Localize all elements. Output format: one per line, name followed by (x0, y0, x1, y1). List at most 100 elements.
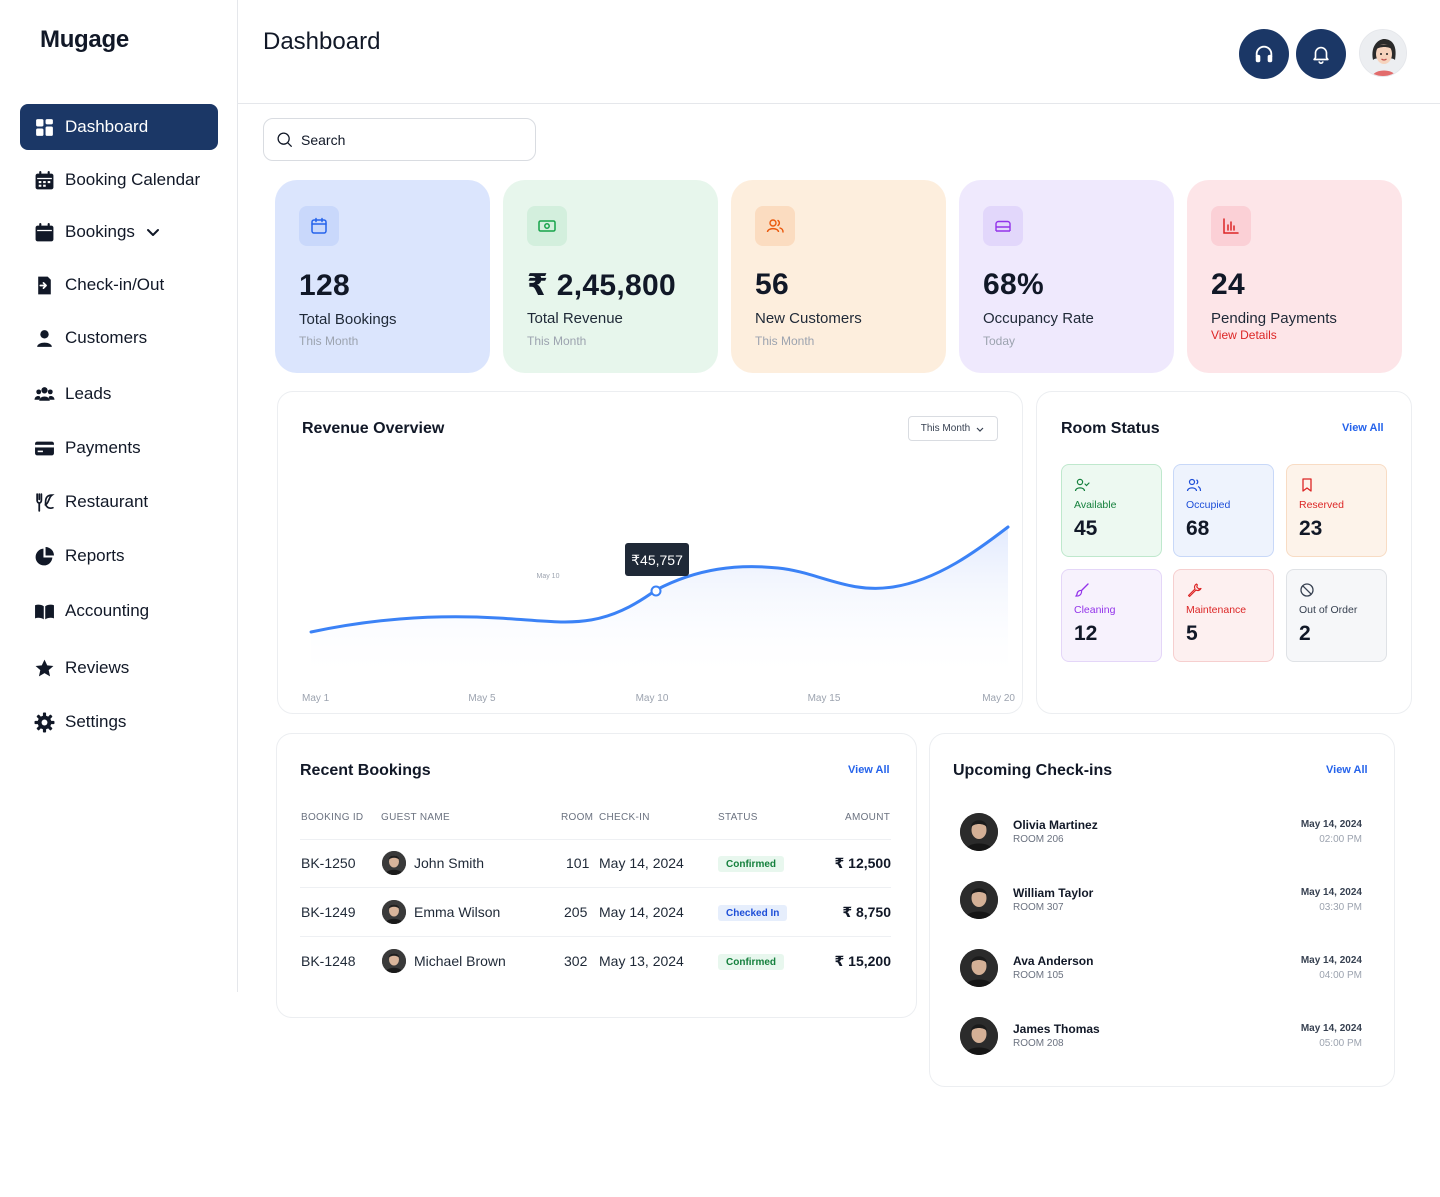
check-in-date: May 14, 2024 (1300, 887, 1362, 898)
stat-label: New Customers (755, 310, 862, 327)
stat-card-new-customers[interactable]: 56 New Customers This Month (731, 180, 946, 373)
sidebar-item-payments[interactable]: Payments (20, 425, 218, 471)
sidebar-item-bookings[interactable]: Bookings (20, 209, 218, 255)
room-tile-label: Reserved (1299, 499, 1344, 511)
chevron-down-icon[interactable] (145, 224, 161, 240)
stat-icon-wrap (983, 206, 1023, 246)
guest-avatar (382, 900, 406, 924)
sidebar-item-label: Reviews (65, 658, 130, 677)
room-tile-maintenance[interactable]: Maintenance 5 (1173, 569, 1274, 662)
sidebar-item-reviews[interactable]: Reviews (20, 645, 218, 691)
user-avatar[interactable] (1359, 29, 1407, 77)
guest-avatar (960, 813, 998, 851)
sidebar-item-check-in-out[interactable]: Check-in/Out (20, 262, 218, 308)
booking-id: BK-1249 (301, 904, 356, 920)
sidebar-item-reports[interactable]: Reports (20, 533, 218, 579)
users-icon (34, 386, 55, 401)
sidebar-item-settings[interactable]: Settings (20, 699, 218, 745)
avatar-illustration (1360, 30, 1406, 76)
door-icon (38, 276, 51, 294)
room-tile-available[interactable]: Available 45 (1061, 464, 1162, 557)
wrench-icon (1187, 583, 1202, 598)
sidebar-item-accounting[interactable]: Accounting (20, 588, 218, 634)
recent-bookings-view-all[interactable]: View All (848, 764, 890, 776)
sidebar-item-label: Booking Calendar (65, 170, 201, 189)
users-icon (766, 219, 784, 233)
tooltip-value: ₹45,757 (631, 552, 683, 568)
booking-id: BK-1250 (301, 855, 356, 871)
support-button[interactable] (1239, 29, 1289, 79)
check-in-date: May 14, 2024 (599, 904, 684, 920)
booking-amount: ₹ 15,200 (834, 953, 891, 969)
room-tile-label: Cleaning (1074, 604, 1116, 616)
period-select[interactable]: This Month (908, 416, 998, 441)
calendar-icon (311, 217, 327, 234)
ban-icon (1300, 583, 1314, 597)
card-icon (35, 441, 54, 455)
status-badge: Confirmed (718, 954, 784, 970)
sidebar-item-label: Restaurant (65, 492, 149, 511)
x-tick-label: May 15 (808, 693, 841, 704)
room-tile-occupied[interactable]: Occupied 68 (1173, 464, 1274, 557)
check-in-date: May 14, 2024 (599, 855, 684, 871)
user-check-icon (1074, 478, 1090, 492)
booking-amount: ₹ 8,750 (842, 904, 891, 920)
recent-bookings-panel (276, 733, 917, 1018)
search-box[interactable] (263, 118, 536, 161)
utensils-icon (36, 492, 55, 512)
stat-value: 128 (299, 269, 350, 302)
room-tile-value: 23 (1299, 517, 1323, 540)
room-number: ROOM 208 (1013, 1038, 1064, 1049)
users-icon (1186, 478, 1202, 492)
room-tile-label: Occupied (1186, 499, 1231, 511)
cash-icon (538, 220, 556, 232)
stat-card-pending-payments[interactable]: 24 Pending Payments View Details (1187, 180, 1402, 373)
sidebar-item-label: Leads (65, 384, 112, 403)
column-header: STATUS (718, 812, 758, 823)
sidebar-item-label: Accounting (65, 601, 150, 620)
room-tile-label: Maintenance (1186, 604, 1247, 616)
upcoming-checkins-title: Upcoming Check-ins (953, 762, 1113, 779)
guest-avatar (960, 881, 998, 919)
room-number: 302 (564, 953, 588, 969)
room-tile-cleaning[interactable]: Cleaning 12 (1061, 569, 1162, 662)
calendar-icon (35, 222, 54, 241)
column-header: GUEST NAME (381, 812, 450, 823)
book-icon (35, 604, 54, 619)
stat-card-total-bookings[interactable]: 128 Total Bookings This Month (275, 180, 490, 373)
stat-card-total-revenue[interactable]: ₹ 2,45,800 Total Revenue This Month (503, 180, 718, 373)
stat-sub: This Month (527, 334, 587, 348)
room-status-title: Room Status (1061, 420, 1160, 437)
guest-name: Olivia Martinez (1013, 818, 1098, 832)
guest-name: Michael Brown (414, 953, 506, 969)
guest-name: James Thomas (1013, 1022, 1100, 1036)
stat-icon-wrap (299, 206, 339, 246)
room-number: 101 (566, 855, 590, 871)
guest-name: John Smith (414, 855, 485, 871)
check-in-time: 04:00 PM (1319, 970, 1362, 981)
room-tile-value: 5 (1186, 622, 1198, 645)
highlight-point[interactable] (650, 585, 662, 597)
room-tile-reserved[interactable]: Reserved 23 (1286, 464, 1387, 557)
check-in-time: 03:30 PM (1319, 902, 1362, 913)
upcoming-checkins-view-all[interactable]: View All (1326, 764, 1368, 776)
sidebar-item-leads[interactable]: Leads (20, 371, 218, 417)
room-status-view-all[interactable]: View All (1342, 422, 1384, 434)
sidebar-item-label: Dashboard (65, 117, 149, 136)
sidebar-item-customers[interactable]: Customers (20, 315, 218, 361)
room-tile-value: 45 (1074, 517, 1098, 540)
notifications-button[interactable] (1296, 29, 1346, 79)
sidebar-item-dashboard[interactable]: Dashboard (20, 104, 218, 150)
stat-icon-wrap (527, 206, 567, 246)
guest-name: William Taylor (1013, 886, 1094, 900)
search-input[interactable] (301, 131, 501, 148)
check-in-date: May 14, 2024 (1300, 1023, 1362, 1034)
room-number: ROOM 307 (1013, 902, 1064, 913)
sidebar-item-restaurant[interactable]: Restaurant (20, 479, 218, 525)
view-details-link[interactable]: View Details (1211, 328, 1277, 342)
stat-card-occupancy-rate[interactable]: 68% Occupancy Rate Today (959, 180, 1174, 373)
gear-icon (34, 712, 55, 732)
sidebar-item-booking-calendar[interactable]: Booking Calendar (20, 157, 218, 203)
room-tile-out-of-order[interactable]: Out of Order 2 (1286, 569, 1387, 662)
